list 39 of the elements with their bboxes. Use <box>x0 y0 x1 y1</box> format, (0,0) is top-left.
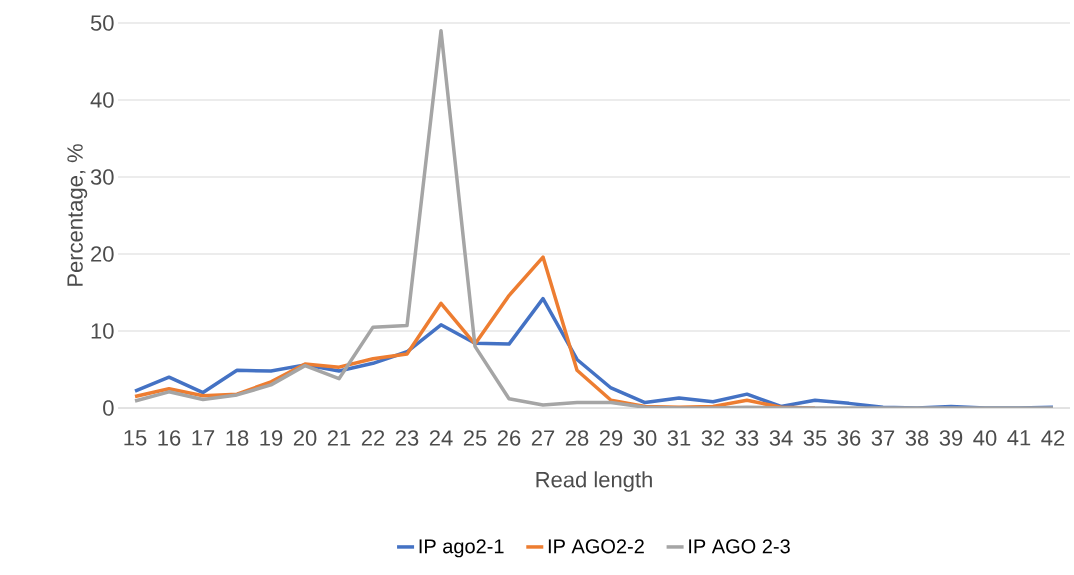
y-tick-label: 40 <box>90 92 114 108</box>
y-tick-label: 20 <box>91 246 114 262</box>
x-tick-label: 42 <box>1041 430 1065 446</box>
y-tick-label: 0 <box>103 400 114 416</box>
x-tick-label: 20 <box>293 430 317 446</box>
x-tick-label: 39 <box>939 430 963 446</box>
y-tick-label: 50 <box>90 15 114 31</box>
x-tick-label: 23 <box>395 430 419 446</box>
x-tick-label: 18 <box>226 430 249 446</box>
x-tick-label: 17 <box>192 430 215 446</box>
x-tick-label: 19 <box>260 430 283 446</box>
legend-label: IP AGO 2-3 <box>689 539 790 554</box>
x-tick-label: 24 <box>429 430 453 446</box>
y-tick-label: 30 <box>90 169 114 185</box>
legend-label: IP ago2-1 <box>419 539 504 558</box>
x-tick-label: 21 <box>327 430 351 446</box>
x-tick-label: 35 <box>803 430 827 446</box>
x-tick-label: 40 <box>973 430 997 446</box>
x-tick-label: 34 <box>769 430 793 446</box>
x-tick-label: 31 <box>667 430 691 446</box>
y-axis-title: Percentage, % <box>67 144 88 286</box>
x-tick-label: 36 <box>837 430 861 446</box>
x-tick-label: 22 <box>361 430 385 446</box>
x-axis-title: Read length <box>536 471 652 492</box>
x-tick-label: 30 <box>633 430 657 446</box>
x-tick-label: 28 <box>565 430 589 446</box>
x-tick-label: 38 <box>905 430 929 446</box>
x-tick-label: 37 <box>871 430 895 446</box>
x-tick-label: 27 <box>531 430 555 446</box>
x-tick-label: 41 <box>1007 430 1031 446</box>
y-tick-label: 10 <box>91 323 114 339</box>
x-tick-label: 32 <box>701 430 725 446</box>
x-tick-label: 33 <box>735 430 759 446</box>
x-tick-label: 16 <box>158 430 181 446</box>
legend-label: IP AGO2-2 <box>548 539 644 554</box>
x-tick-label: 25 <box>463 430 487 446</box>
x-tick-label: 29 <box>599 430 623 446</box>
x-tick-label: 15 <box>124 430 147 446</box>
x-tick-label: 26 <box>497 430 521 446</box>
